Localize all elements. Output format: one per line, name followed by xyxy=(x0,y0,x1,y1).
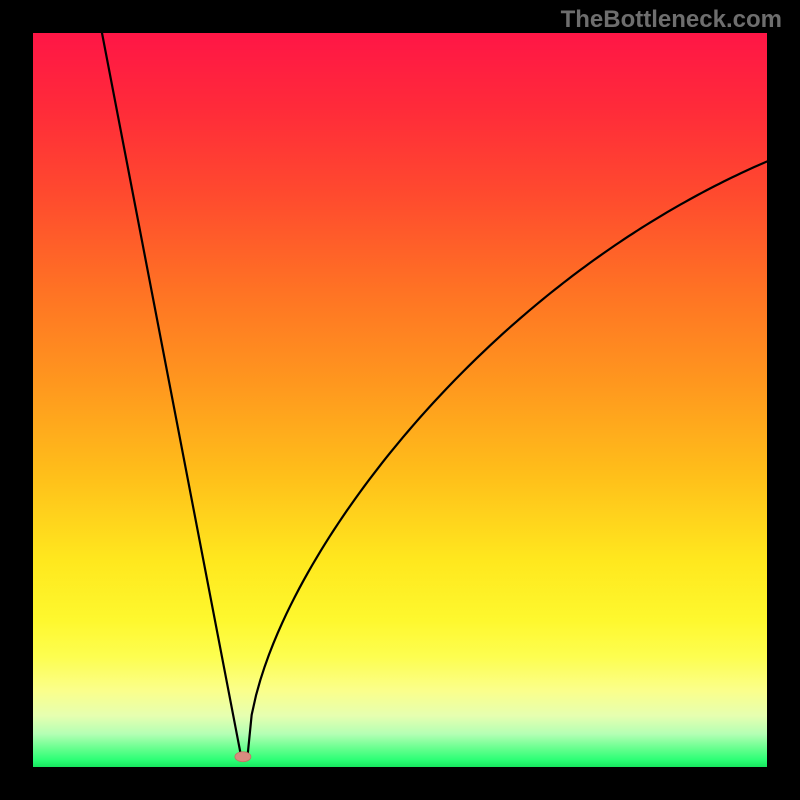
watermark-text: TheBottleneck.com xyxy=(561,6,782,34)
plot-area xyxy=(33,33,767,767)
chart-container: TheBottleneck.com xyxy=(0,0,800,800)
bottleneck-curve xyxy=(33,33,767,767)
v-curve-path xyxy=(102,33,767,758)
minimum-marker xyxy=(235,752,251,762)
